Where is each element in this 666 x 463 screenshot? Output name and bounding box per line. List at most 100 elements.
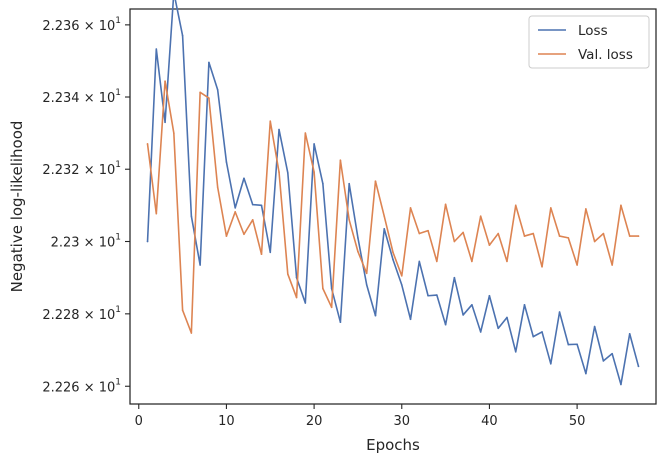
data-point-val-loss bbox=[278, 171, 280, 173]
data-point-loss bbox=[251, 203, 254, 206]
data-point-loss bbox=[558, 311, 561, 313]
data-point-val-loss bbox=[295, 296, 298, 299]
data-point-loss bbox=[348, 182, 350, 185]
data-point-val-loss bbox=[523, 235, 526, 237]
data-point-val-loss bbox=[453, 240, 456, 243]
data-point-val-loss bbox=[628, 235, 631, 237]
data-point-loss bbox=[506, 316, 508, 319]
data-point-loss bbox=[400, 284, 403, 286]
data-point-val-loss bbox=[365, 272, 368, 275]
data-point-loss bbox=[514, 351, 517, 353]
data-point-loss bbox=[313, 143, 315, 145]
data-point-loss bbox=[409, 318, 412, 321]
data-point-loss bbox=[453, 276, 456, 279]
series-layer bbox=[146, 0, 640, 386]
data-point-loss bbox=[620, 383, 622, 386]
data-point-loss bbox=[322, 182, 324, 185]
data-point-val-loss bbox=[374, 180, 377, 182]
x-axis-title: Epochs bbox=[366, 436, 420, 454]
data-point-val-loss bbox=[585, 208, 587, 210]
data-point-loss bbox=[488, 294, 491, 297]
data-point-loss bbox=[164, 121, 166, 124]
data-point-loss bbox=[479, 331, 482, 333]
data-point-val-loss bbox=[550, 207, 552, 209]
data-point-val-loss bbox=[339, 159, 342, 161]
data-point-val-loss bbox=[243, 233, 245, 236]
data-point-loss bbox=[418, 260, 421, 263]
data-point-val-loss bbox=[541, 266, 543, 268]
data-point-val-loss bbox=[155, 212, 158, 215]
data-point-val-loss bbox=[216, 186, 219, 189]
data-point-val-loss bbox=[497, 232, 500, 235]
data-point-loss bbox=[541, 331, 543, 333]
data-point-loss bbox=[181, 34, 184, 37]
data-point-val-loss bbox=[260, 253, 263, 255]
data-point-loss bbox=[243, 177, 245, 180]
data-point-val-loss bbox=[400, 275, 403, 277]
data-point-loss bbox=[550, 363, 552, 365]
data-point-val-loss bbox=[620, 204, 622, 207]
y-tick-label: 2.236 × 101 bbox=[42, 16, 121, 34]
data-point-val-loss bbox=[322, 287, 324, 290]
data-point-loss bbox=[383, 228, 386, 230]
data-point-loss bbox=[146, 240, 149, 243]
y-tick-label: 2.228 × 101 bbox=[42, 305, 121, 323]
data-point-loss bbox=[260, 204, 263, 207]
data-point-val-loss bbox=[173, 132, 175, 134]
data-point-loss bbox=[462, 314, 464, 316]
data-point-val-loss bbox=[471, 260, 473, 263]
data-point-loss bbox=[471, 304, 473, 306]
data-point-val-loss bbox=[225, 235, 228, 237]
data-point-val-loss bbox=[558, 235, 561, 237]
data-point-val-loss bbox=[251, 219, 254, 221]
data-point-loss bbox=[269, 251, 272, 254]
data-point-loss bbox=[567, 343, 570, 346]
data-point-loss bbox=[234, 207, 236, 209]
x-axis: 0 10 20 30 40 50 bbox=[135, 404, 586, 429]
data-point-val-loss bbox=[348, 219, 350, 221]
data-point-val-loss bbox=[637, 235, 640, 237]
data-point-loss bbox=[427, 294, 429, 297]
data-point-loss bbox=[497, 327, 500, 330]
data-point-val-loss bbox=[392, 251, 394, 254]
data-point-val-loss bbox=[593, 240, 596, 243]
x-tick-label: 50 bbox=[569, 414, 586, 429]
data-point-val-loss bbox=[532, 232, 535, 235]
x-tick-label: 40 bbox=[481, 414, 498, 429]
data-point-val-loss bbox=[357, 250, 359, 253]
x-tick-label: 30 bbox=[393, 414, 410, 429]
data-point-val-loss bbox=[576, 264, 578, 266]
y-axis-title: Negative log-likelihood bbox=[8, 121, 26, 293]
legend: Loss Val. loss bbox=[528, 15, 650, 69]
data-point-loss bbox=[444, 323, 447, 326]
data-point-loss bbox=[374, 314, 377, 317]
data-point-val-loss bbox=[269, 120, 272, 122]
data-point-val-loss bbox=[287, 273, 289, 275]
data-point-val-loss bbox=[313, 171, 315, 173]
plot-area-frame bbox=[129, 8, 657, 405]
data-point-loss bbox=[208, 61, 210, 64]
data-point-val-loss bbox=[234, 211, 236, 213]
data-point-val-loss bbox=[146, 143, 149, 145]
data-point-loss bbox=[576, 343, 578, 346]
data-point-val-loss bbox=[409, 207, 412, 209]
data-point-val-loss bbox=[506, 260, 508, 263]
data-point-val-loss bbox=[444, 203, 447, 206]
legend-label-val-loss: Val. loss bbox=[578, 47, 633, 63]
data-point-loss bbox=[365, 284, 368, 286]
legend-label-loss: Loss bbox=[578, 23, 608, 39]
data-point-val-loss bbox=[602, 232, 605, 235]
data-point-loss bbox=[339, 321, 342, 323]
y-tick-label: 2.234 × 101 bbox=[42, 88, 121, 106]
data-point-loss bbox=[190, 215, 193, 217]
data-point-loss bbox=[628, 332, 631, 335]
data-point-val-loss bbox=[199, 91, 201, 94]
data-point-val-loss bbox=[383, 215, 386, 217]
data-point-val-loss bbox=[611, 264, 613, 266]
data-point-loss bbox=[523, 304, 526, 306]
data-point-val-loss bbox=[514, 204, 517, 207]
x-tick-label: 0 bbox=[135, 414, 143, 429]
data-point-val-loss bbox=[418, 232, 421, 235]
